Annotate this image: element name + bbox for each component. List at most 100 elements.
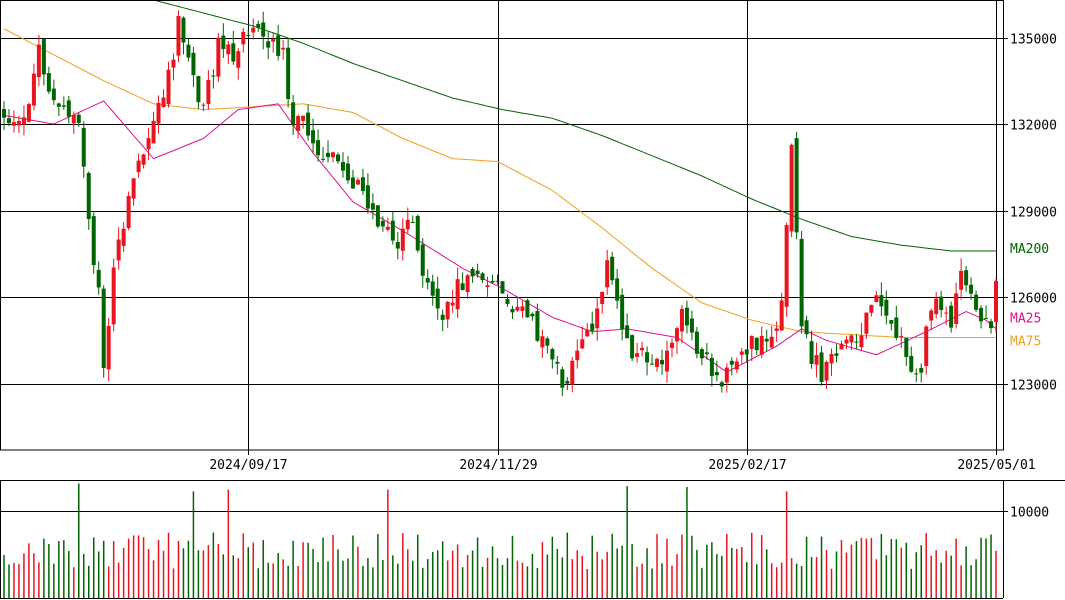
candle-body — [71, 114, 76, 124]
candle-body — [754, 337, 759, 351]
candle-body — [560, 369, 565, 388]
candle — [655, 357, 660, 372]
candle-body — [211, 75, 216, 77]
candle — [684, 300, 689, 334]
candle — [729, 357, 734, 376]
candle — [749, 335, 754, 362]
candle-body — [186, 44, 191, 58]
candle-body — [455, 279, 460, 310]
candle — [515, 298, 520, 312]
candle-body — [684, 307, 689, 326]
candle — [834, 344, 839, 363]
candle-body — [694, 331, 699, 354]
candle — [251, 18, 256, 40]
candle-body — [141, 154, 146, 165]
candle-body — [440, 314, 445, 320]
candle-body — [316, 140, 321, 156]
candle — [719, 380, 724, 393]
candle — [350, 169, 355, 190]
price-panel-frame — [0, 0, 1004, 451]
candle — [6, 109, 11, 126]
candle-body — [580, 339, 585, 349]
candle — [415, 214, 420, 253]
candle — [904, 337, 909, 366]
candle-body — [405, 219, 410, 230]
candle-body — [779, 300, 784, 331]
candle-body — [281, 47, 286, 50]
candle — [625, 313, 630, 339]
candle-body — [340, 162, 345, 171]
candle-body — [764, 338, 769, 342]
candle — [231, 30, 236, 65]
candle-body — [655, 358, 660, 368]
candle — [61, 96, 66, 110]
candle — [281, 39, 286, 60]
candle-body — [724, 367, 729, 383]
candle — [779, 292, 784, 331]
candle — [216, 33, 221, 82]
candle — [340, 152, 345, 178]
candle-body — [301, 115, 306, 121]
candle-body — [470, 268, 475, 277]
candle-body — [699, 349, 704, 359]
candle — [714, 360, 719, 382]
candle — [71, 111, 76, 134]
candle — [46, 66, 51, 94]
candle — [809, 330, 814, 369]
candle — [844, 336, 849, 350]
date-tick-label: 2024/11/29 — [459, 458, 537, 473]
candle — [455, 267, 460, 319]
candle-body — [595, 308, 600, 329]
candle — [989, 318, 994, 334]
candle-body — [714, 372, 719, 376]
candle-body — [51, 88, 56, 101]
candle — [784, 222, 789, 317]
candle — [141, 153, 146, 169]
candle — [181, 16, 186, 55]
candle-body — [535, 310, 540, 341]
candle — [390, 211, 395, 245]
ma25-line — [3, 100, 997, 373]
candle-body — [475, 270, 480, 275]
candle-body — [390, 220, 395, 241]
candle-body — [575, 350, 580, 361]
candle-body — [311, 130, 316, 144]
candle-body — [665, 350, 670, 372]
candle-body — [814, 355, 819, 365]
candle-body — [689, 318, 694, 333]
candle — [939, 290, 944, 318]
candle — [206, 70, 211, 110]
candle — [669, 338, 674, 358]
candle-body — [635, 353, 640, 357]
candle — [365, 173, 370, 214]
candle — [889, 319, 894, 331]
candle-body — [969, 284, 974, 294]
candle-body — [26, 104, 31, 122]
candle-body — [674, 328, 679, 342]
candle-body — [76, 114, 81, 124]
candle — [410, 215, 415, 224]
candle — [530, 312, 535, 321]
candle — [176, 10, 181, 63]
candle-body — [46, 73, 51, 92]
candle — [41, 38, 46, 86]
candle — [924, 325, 929, 375]
candle-body — [11, 122, 16, 126]
candle-body — [226, 44, 231, 55]
date-tick-label: 2025/05/01 — [957, 458, 1035, 473]
candle — [201, 102, 206, 112]
candle-body — [799, 238, 804, 327]
candle — [331, 151, 336, 163]
candle-body — [919, 367, 924, 373]
candle-body — [849, 335, 854, 343]
candle — [370, 193, 375, 220]
candle — [620, 288, 625, 341]
candle-body — [704, 352, 709, 355]
candle-body — [425, 278, 430, 283]
candle-body — [630, 335, 635, 359]
candle-body — [520, 306, 525, 311]
candle — [759, 326, 764, 359]
candle-body — [729, 360, 734, 365]
candle-body — [625, 325, 630, 339]
